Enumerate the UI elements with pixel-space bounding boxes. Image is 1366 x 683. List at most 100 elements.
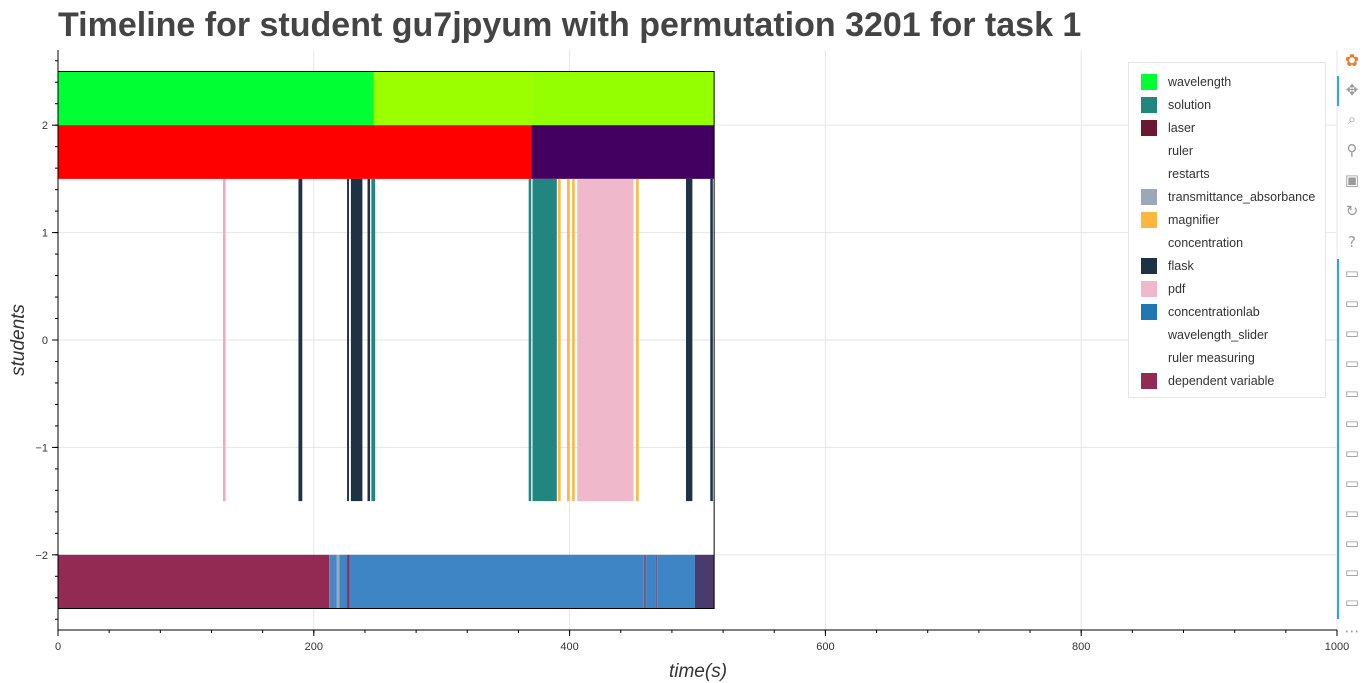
legend-label: transmittance_absorbance [1168,189,1316,204]
timeline-segment[interactable] [657,554,695,609]
active-tool-indicator [1337,76,1339,106]
x-tick-label: 800 [1072,641,1090,653]
legend-swatch [1141,257,1157,274]
timeline-segment[interactable] [58,554,330,609]
timeline-segment[interactable] [298,178,303,502]
y-tick-label: −2 [35,550,48,562]
timeline-segment[interactable] [577,178,634,502]
legend-swatch [1141,350,1157,366]
legend-item[interactable]: ruler [1129,139,1325,162]
legend-item[interactable]: solution [1129,93,1325,116]
timeline-segment[interactable] [646,554,656,609]
legend-label: solution [1168,97,1212,112]
help-tool-icon[interactable]: ? [1348,233,1356,251]
legend-swatch [1141,327,1157,343]
legend-item[interactable]: wavelength_slider [1129,323,1325,346]
axes: 0 200 400 600 800 1000 −2 −1 0 1 2 [35,50,1349,653]
hover-tool-icon[interactable]: ▭ [1344,264,1360,282]
legend-swatch [1141,119,1157,136]
legend-swatch [1141,280,1157,297]
legend-item[interactable]: transmittance_absorbance [1129,185,1325,208]
y-tick-label: 2 [42,120,48,132]
legend-swatch [1141,235,1157,251]
active-tool-indicator [1337,259,1339,619]
timeline-segment[interactable] [531,125,715,179]
x-axis-title: time(s) [669,661,727,682]
toolbar: ✿ ✥ ⌕ ⚲ ▣ ↻? ▭ ▭ ▭ ▭ ▭ ▭ ▭ ▭ ▭ ▭ ▭ ▭ ⋯ [1337,44,1366,644]
legend-swatch [1141,73,1157,90]
timeline-segment[interactable] [532,178,557,502]
legend-label: dependent variable [1168,373,1275,388]
reset-tool-icon[interactable]: ↻ [1345,202,1359,220]
hover-tool-icon[interactable]: ▭ [1344,504,1360,522]
save-tool-icon[interactable]: ▣ [1344,171,1360,189]
legend-label: wavelength_slider [1168,327,1269,342]
y-tick-label: 1 [42,228,48,240]
legend-item[interactable]: ruler measuring [1129,346,1325,369]
legend-item[interactable]: concentration [1129,231,1325,254]
timeline-segment[interactable] [58,71,374,126]
legend-item[interactable]: wavelength [1129,70,1325,93]
timeline-segment[interactable] [531,71,715,126]
timeline-segment[interactable] [336,554,340,609]
box-zoom-tool-icon[interactable]: ⌕ [1347,110,1357,128]
timeline-segment[interactable] [567,178,570,502]
x-tick-label: 0 [55,641,61,653]
timeline-segment[interactable] [371,178,376,502]
pan-tool-icon[interactable]: ✥ [1345,81,1359,99]
timeline-segment[interactable] [572,178,575,502]
timeline-segment[interactable] [655,554,658,609]
timeline-segment[interactable] [222,178,226,502]
hover-tool-icon[interactable]: ▭ [1344,414,1360,432]
hover-tool-icon[interactable]: ▭ [1344,474,1360,492]
timeline-segments [57,70,715,610]
legend-item[interactable]: concentrationlab [1129,300,1325,323]
timeline-segment[interactable] [636,178,639,502]
timeline-segment[interactable] [349,554,644,609]
hover-tool-icon[interactable]: ▭ [1344,444,1360,462]
y-tick-label: 0 [42,335,48,347]
timeline-segment[interactable] [643,554,647,609]
timeline-segment[interactable] [710,178,713,502]
timeline-segment[interactable] [528,178,532,502]
legend-item[interactable]: dependent variable [1129,369,1325,392]
legend-swatch [1141,188,1157,205]
hover-tool-icon[interactable]: ▭ [1344,354,1360,372]
more-tools-icon[interactable]: ⋯ [1344,622,1360,640]
y-tick-label: −1 [35,442,48,454]
legend-swatch [1141,143,1157,159]
timeline-segment[interactable] [373,71,532,126]
legend-item[interactable]: magnifier [1129,208,1325,231]
hover-tool-icon[interactable]: ▭ [1344,294,1360,312]
legend-item[interactable]: flask [1129,254,1325,277]
legend-swatch [1141,96,1157,113]
legend-item[interactable]: laser [1129,116,1325,139]
x-tick-label: 200 [305,641,323,653]
hover-tool-icon[interactable]: ▭ [1344,563,1360,581]
y-axis-title: students [8,304,29,376]
legend-item[interactable]: pdf [1129,277,1325,300]
timeline-segment[interactable] [685,178,693,502]
wheel-zoom-tool-icon[interactable]: ⚲ [1346,141,1358,159]
legend-label: ruler [1168,143,1194,158]
timeline-segment[interactable] [558,178,561,502]
bokeh-logo-icon[interactable]: ✿ [1344,51,1360,71]
hover-tool-icon[interactable]: ▭ [1344,384,1360,402]
timeline-segment[interactable] [367,178,371,502]
timeline-segment[interactable] [58,125,532,179]
timeline-segment[interactable] [329,554,337,609]
legend-item[interactable]: restarts [1129,162,1325,185]
timeline-segment[interactable] [350,178,363,502]
legend-swatch [1141,303,1157,320]
hover-tool-icon[interactable]: ▭ [1344,324,1360,342]
timeline-segment[interactable] [339,554,348,609]
legend: wavelength solution laser ruler restarts tran… [1128,62,1326,398]
legend-label: concentrationlab [1168,304,1260,319]
hover-tool-icon[interactable]: ▭ [1344,534,1360,552]
hover-tool-icon[interactable]: ▭ [1344,593,1360,611]
x-tick-label: 600 [816,641,834,653]
timeline-segment[interactable] [347,554,350,609]
timeline-segment[interactable] [347,178,349,502]
timeline-segment[interactable] [694,554,715,609]
